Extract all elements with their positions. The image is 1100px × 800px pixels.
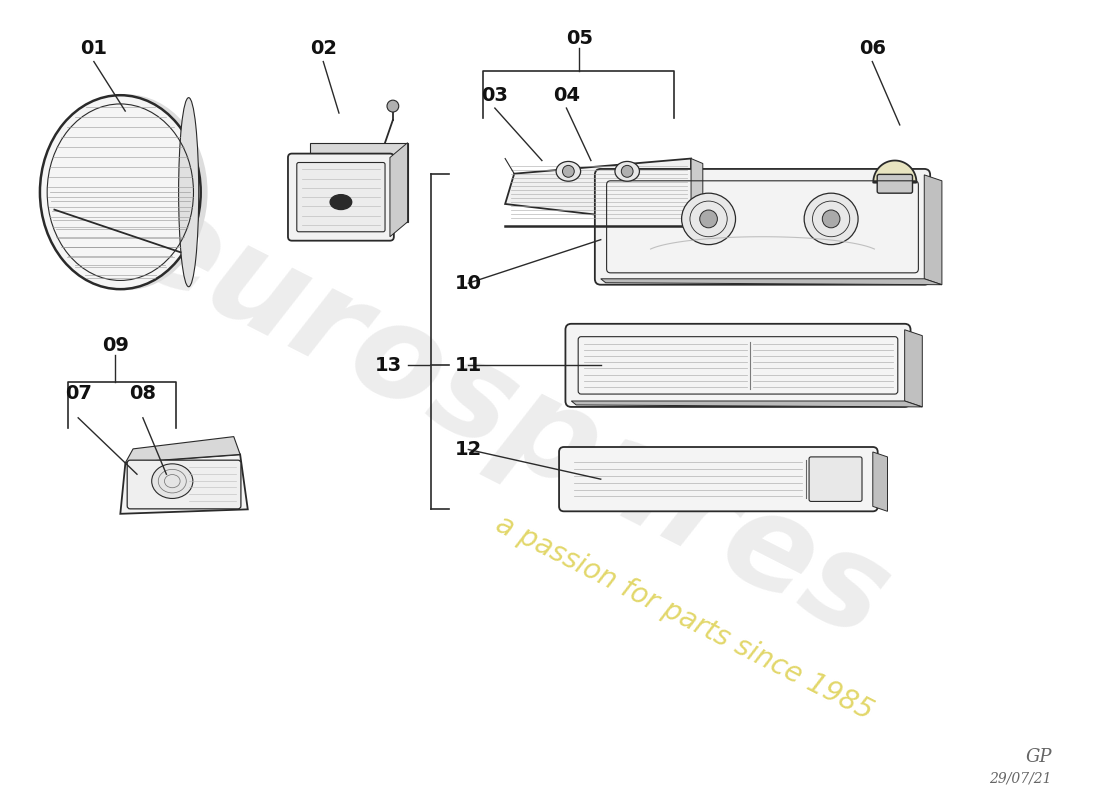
Text: 01: 01: [80, 39, 108, 58]
Ellipse shape: [152, 464, 192, 498]
Text: eurospares: eurospares: [107, 174, 909, 666]
Ellipse shape: [804, 193, 858, 245]
Text: 10: 10: [455, 274, 482, 293]
Polygon shape: [571, 401, 922, 407]
Polygon shape: [872, 452, 888, 511]
Text: GP: GP: [1025, 748, 1052, 766]
FancyBboxPatch shape: [810, 457, 862, 502]
Text: 09: 09: [102, 336, 129, 355]
Polygon shape: [924, 175, 942, 285]
Text: 11: 11: [454, 356, 482, 375]
Polygon shape: [120, 454, 248, 514]
Circle shape: [387, 100, 399, 112]
Polygon shape: [125, 437, 240, 462]
Circle shape: [700, 210, 717, 228]
Text: 07: 07: [65, 383, 91, 402]
Polygon shape: [601, 278, 942, 285]
FancyBboxPatch shape: [565, 324, 911, 407]
Polygon shape: [309, 142, 408, 222]
Ellipse shape: [557, 162, 581, 182]
FancyBboxPatch shape: [559, 447, 878, 511]
Text: 08: 08: [130, 383, 156, 402]
Ellipse shape: [45, 94, 208, 290]
Polygon shape: [389, 142, 408, 237]
Ellipse shape: [40, 95, 200, 289]
Text: a passion for parts since 1985: a passion for parts since 1985: [491, 510, 878, 726]
Text: 29/07/21: 29/07/21: [989, 772, 1052, 786]
Ellipse shape: [615, 162, 639, 182]
Text: 13: 13: [374, 356, 401, 375]
FancyBboxPatch shape: [595, 169, 931, 285]
FancyBboxPatch shape: [288, 154, 394, 241]
Circle shape: [562, 166, 574, 178]
Text: 04: 04: [553, 86, 580, 105]
Text: 05: 05: [565, 30, 593, 48]
Circle shape: [823, 210, 840, 228]
Polygon shape: [691, 158, 703, 230]
FancyBboxPatch shape: [297, 162, 385, 232]
Text: 12: 12: [454, 440, 482, 459]
Polygon shape: [873, 161, 916, 182]
Ellipse shape: [682, 193, 736, 245]
Circle shape: [621, 166, 634, 178]
Text: 02: 02: [310, 39, 337, 58]
Text: 03: 03: [482, 86, 508, 105]
Polygon shape: [505, 158, 691, 226]
Text: 06: 06: [859, 39, 886, 58]
Ellipse shape: [330, 194, 352, 210]
FancyBboxPatch shape: [128, 460, 241, 509]
FancyBboxPatch shape: [877, 174, 913, 193]
Polygon shape: [904, 330, 922, 407]
Ellipse shape: [178, 98, 199, 286]
